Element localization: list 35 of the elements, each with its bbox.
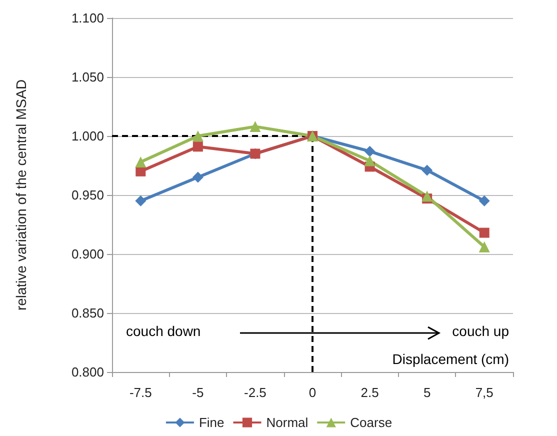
point — [135, 195, 146, 206]
point — [192, 130, 204, 142]
x-tick-label: 2.5 — [360, 385, 379, 400]
x-tick-label: -2.5 — [244, 385, 266, 400]
point — [478, 195, 490, 206]
legend-label: Normal — [266, 415, 308, 430]
point — [192, 142, 203, 152]
point — [136, 166, 146, 176]
annotation: couch down — [126, 323, 201, 340]
point — [364, 155, 376, 166]
point — [478, 241, 490, 252]
point — [250, 121, 261, 132]
x-axis-title: Displacement (cm) — [392, 351, 510, 367]
y-tick-label: 1.050 — [71, 70, 104, 84]
point — [479, 228, 490, 238]
x-tick-label: -5 — [192, 385, 204, 400]
x-tick-label: 5 — [423, 385, 431, 400]
x-tick-label: 0 — [308, 385, 316, 400]
x-tick-label: -7.5 — [129, 385, 152, 400]
y-tick-label: 1.100 — [71, 10, 104, 26]
y-axis-title: relative variation of the central MSAD — [13, 79, 29, 311]
point — [135, 156, 146, 168]
y-tick-label: 0.800 — [71, 364, 104, 380]
y-tick-label: 0.950 — [71, 188, 104, 202]
point — [422, 190, 433, 202]
x-tick-label: 7,5 — [475, 385, 494, 400]
y-tick-label: 1.000 — [71, 128, 104, 144]
annotation: couch up — [452, 323, 510, 340]
point — [192, 172, 204, 183]
point — [422, 164, 433, 176]
y-tick-label: 0.900 — [71, 246, 104, 262]
legend-label: Fine — [198, 415, 224, 430]
legend-label: Coarse — [350, 415, 392, 430]
y-tick-label: 0.850 — [71, 306, 104, 320]
point — [364, 146, 376, 157]
